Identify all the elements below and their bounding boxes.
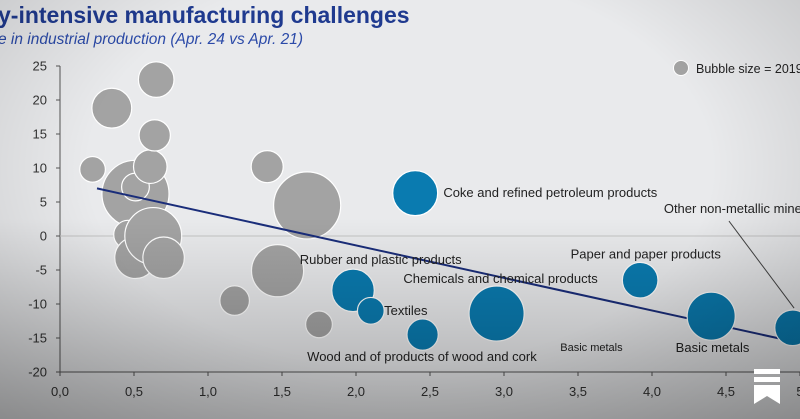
blue-bubble [686,291,736,341]
annotation-label: Coke and refined petroleum products [443,185,657,200]
blue-bubble [468,285,525,342]
y-tick-label: 0 [40,229,47,244]
grey-bubble [250,244,305,298]
x-tick-label: 0,5 [125,384,143,399]
annotation-label: Wood and of products of wood and cork [307,349,537,364]
x-tick-label: 5 [796,384,800,399]
chart-subtitle: e in industrial production (Apr. 24 vs A… [0,31,303,48]
legend-label: Bubble size = 2019 [696,62,800,76]
annotation-label: Basic metals [560,342,623,354]
legend-swatch [673,60,689,76]
grey-bubble [138,119,171,152]
bookmark-logo-icon [754,369,780,404]
annotation-label: Textiles [384,303,428,318]
y-tick-label: 5 [40,195,47,210]
grey-bubble [79,155,106,183]
grey-bubble [250,150,284,184]
grey-bubble [142,236,185,280]
blue-bubble [621,261,659,299]
y-tick-label: 20 [33,93,47,108]
blue-bubble [774,309,800,347]
grey-bubble [91,87,133,129]
blue-bubble [356,296,385,325]
x-tick-label: 3,5 [569,384,587,399]
annotation-label: Other non-metallic minera [664,201,800,216]
x-tick-label: 2,0 [347,384,365,399]
y-tick-label: 25 [33,59,47,74]
y-tick-label: -10 [28,297,47,312]
x-tick-label: 4,5 [717,384,735,399]
grey-bubble [305,310,333,339]
y-tick-label: 10 [33,161,47,176]
y-tick-label: -20 [28,365,47,380]
grey-bubble [132,149,168,185]
x-tick-label: 3,0 [495,384,513,399]
grey-bubble [137,61,175,99]
y-tick-label: -15 [28,331,47,346]
blue-bubble [392,170,439,217]
leader-line [728,220,795,309]
annotation-label: Basic metals [676,340,750,355]
x-tick-label: 4,0 [643,384,661,399]
x-tick-label: 0,0 [51,384,69,399]
blue-bubble [406,318,439,351]
y-tick-label: 15 [33,127,47,142]
grey-bubble [273,171,342,240]
annotation-label: Chemicals and chemical products [403,271,598,286]
chart-title: y-intensive manufacturing challenges [0,2,410,28]
x-tick-label: 2,5 [421,384,439,399]
x-tick-label: 1,5 [273,384,291,399]
annotation-label: Rubber and plastic products [300,252,462,267]
x-tick-label: 1,0 [199,384,217,399]
y-tick-label: -5 [35,263,47,278]
trend-line [96,187,793,343]
grey-bubble [219,285,251,317]
annotation-label: Paper and paper products [571,246,722,261]
